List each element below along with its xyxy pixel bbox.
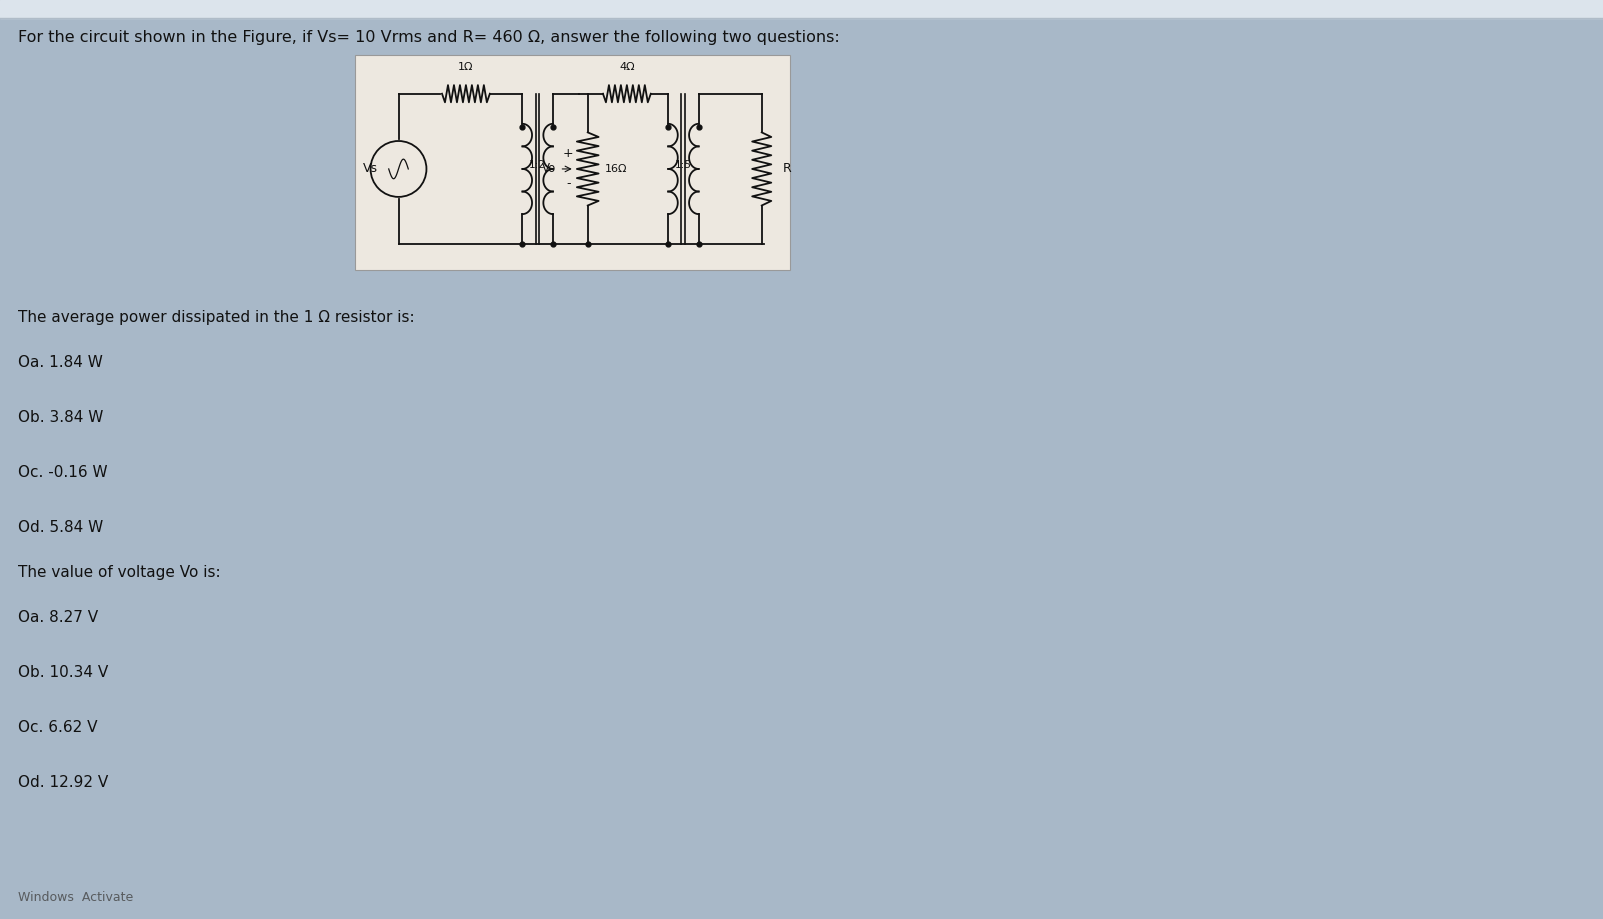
Text: +: + xyxy=(563,147,574,161)
Text: -: - xyxy=(566,177,571,190)
Text: Oa. 8.27 V: Oa. 8.27 V xyxy=(18,610,98,625)
Text: 1:5: 1:5 xyxy=(675,160,692,170)
Text: Ob. 3.84 W: Ob. 3.84 W xyxy=(18,410,103,425)
Bar xyxy=(0,0,1603,18)
Text: Vs: Vs xyxy=(362,163,378,176)
Text: For the circuit shown in the Figure, if Vs= 10 Vrms and R= 460 Ω, answer the fol: For the circuit shown in the Figure, if … xyxy=(18,30,840,45)
Text: Oc. 6.62 V: Oc. 6.62 V xyxy=(18,720,98,735)
Text: 16Ω: 16Ω xyxy=(604,164,628,174)
Text: Windows  Activate: Windows Activate xyxy=(18,891,133,904)
Text: Od. 12.92 V: Od. 12.92 V xyxy=(18,775,109,790)
Text: Vo: Vo xyxy=(542,163,556,176)
Text: Oa. 1.84 W: Oa. 1.84 W xyxy=(18,355,103,370)
Bar xyxy=(354,55,790,270)
Text: 1Ω: 1Ω xyxy=(458,62,473,73)
Text: 4Ω: 4Ω xyxy=(619,62,635,73)
Text: Od. 5.84 W: Od. 5.84 W xyxy=(18,520,103,535)
Text: The average power dissipated in the 1 Ω resistor is:: The average power dissipated in the 1 Ω … xyxy=(18,310,415,325)
Text: 1:2: 1:2 xyxy=(529,160,547,170)
Text: R: R xyxy=(782,163,792,176)
Text: The value of voltage Vo is:: The value of voltage Vo is: xyxy=(18,565,221,580)
Text: Ob. 10.34 V: Ob. 10.34 V xyxy=(18,665,109,680)
Text: Oc. -0.16 W: Oc. -0.16 W xyxy=(18,465,107,480)
